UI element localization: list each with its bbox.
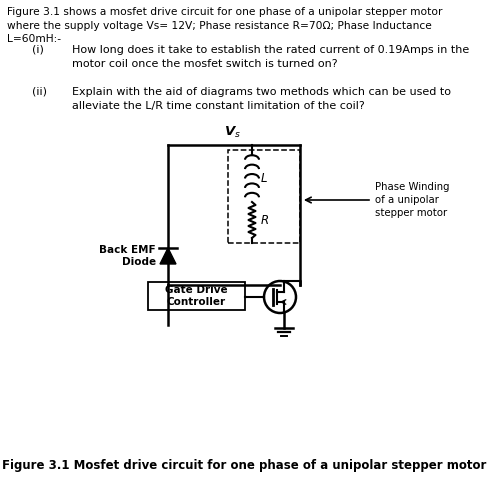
Text: V$_s$: V$_s$ (224, 125, 241, 140)
Text: Explain with the aid of diagrams two methods which can be used to
alleviate the : Explain with the aid of diagrams two met… (72, 87, 450, 110)
Text: Figure 3.1 Mosfet drive circuit for one phase of a unipolar stepper motor: Figure 3.1 Mosfet drive circuit for one … (2, 459, 485, 472)
Text: (i): (i) (32, 45, 44, 55)
Bar (227, 150, 299, 243)
Text: Phase Winding
of a unipolar
stepper motor: Phase Winding of a unipolar stepper moto… (374, 182, 448, 218)
Text: (ii): (ii) (32, 87, 47, 97)
Text: Figure 3.1 shows a mosfet drive circuit for one phase of a unipolar stepper moto: Figure 3.1 shows a mosfet drive circuit … (7, 7, 442, 44)
Polygon shape (160, 248, 176, 264)
Text: How long does it take to establish the rated current of 0.19Amps in the
motor co: How long does it take to establish the r… (72, 45, 468, 69)
Text: R: R (261, 214, 268, 227)
Text: L: L (261, 172, 267, 185)
Bar (148, 282, 244, 310)
Text: Back EMF
Diode: Back EMF Diode (99, 245, 156, 267)
Text: Gate Drive
Controller: Gate Drive Controller (165, 285, 227, 307)
